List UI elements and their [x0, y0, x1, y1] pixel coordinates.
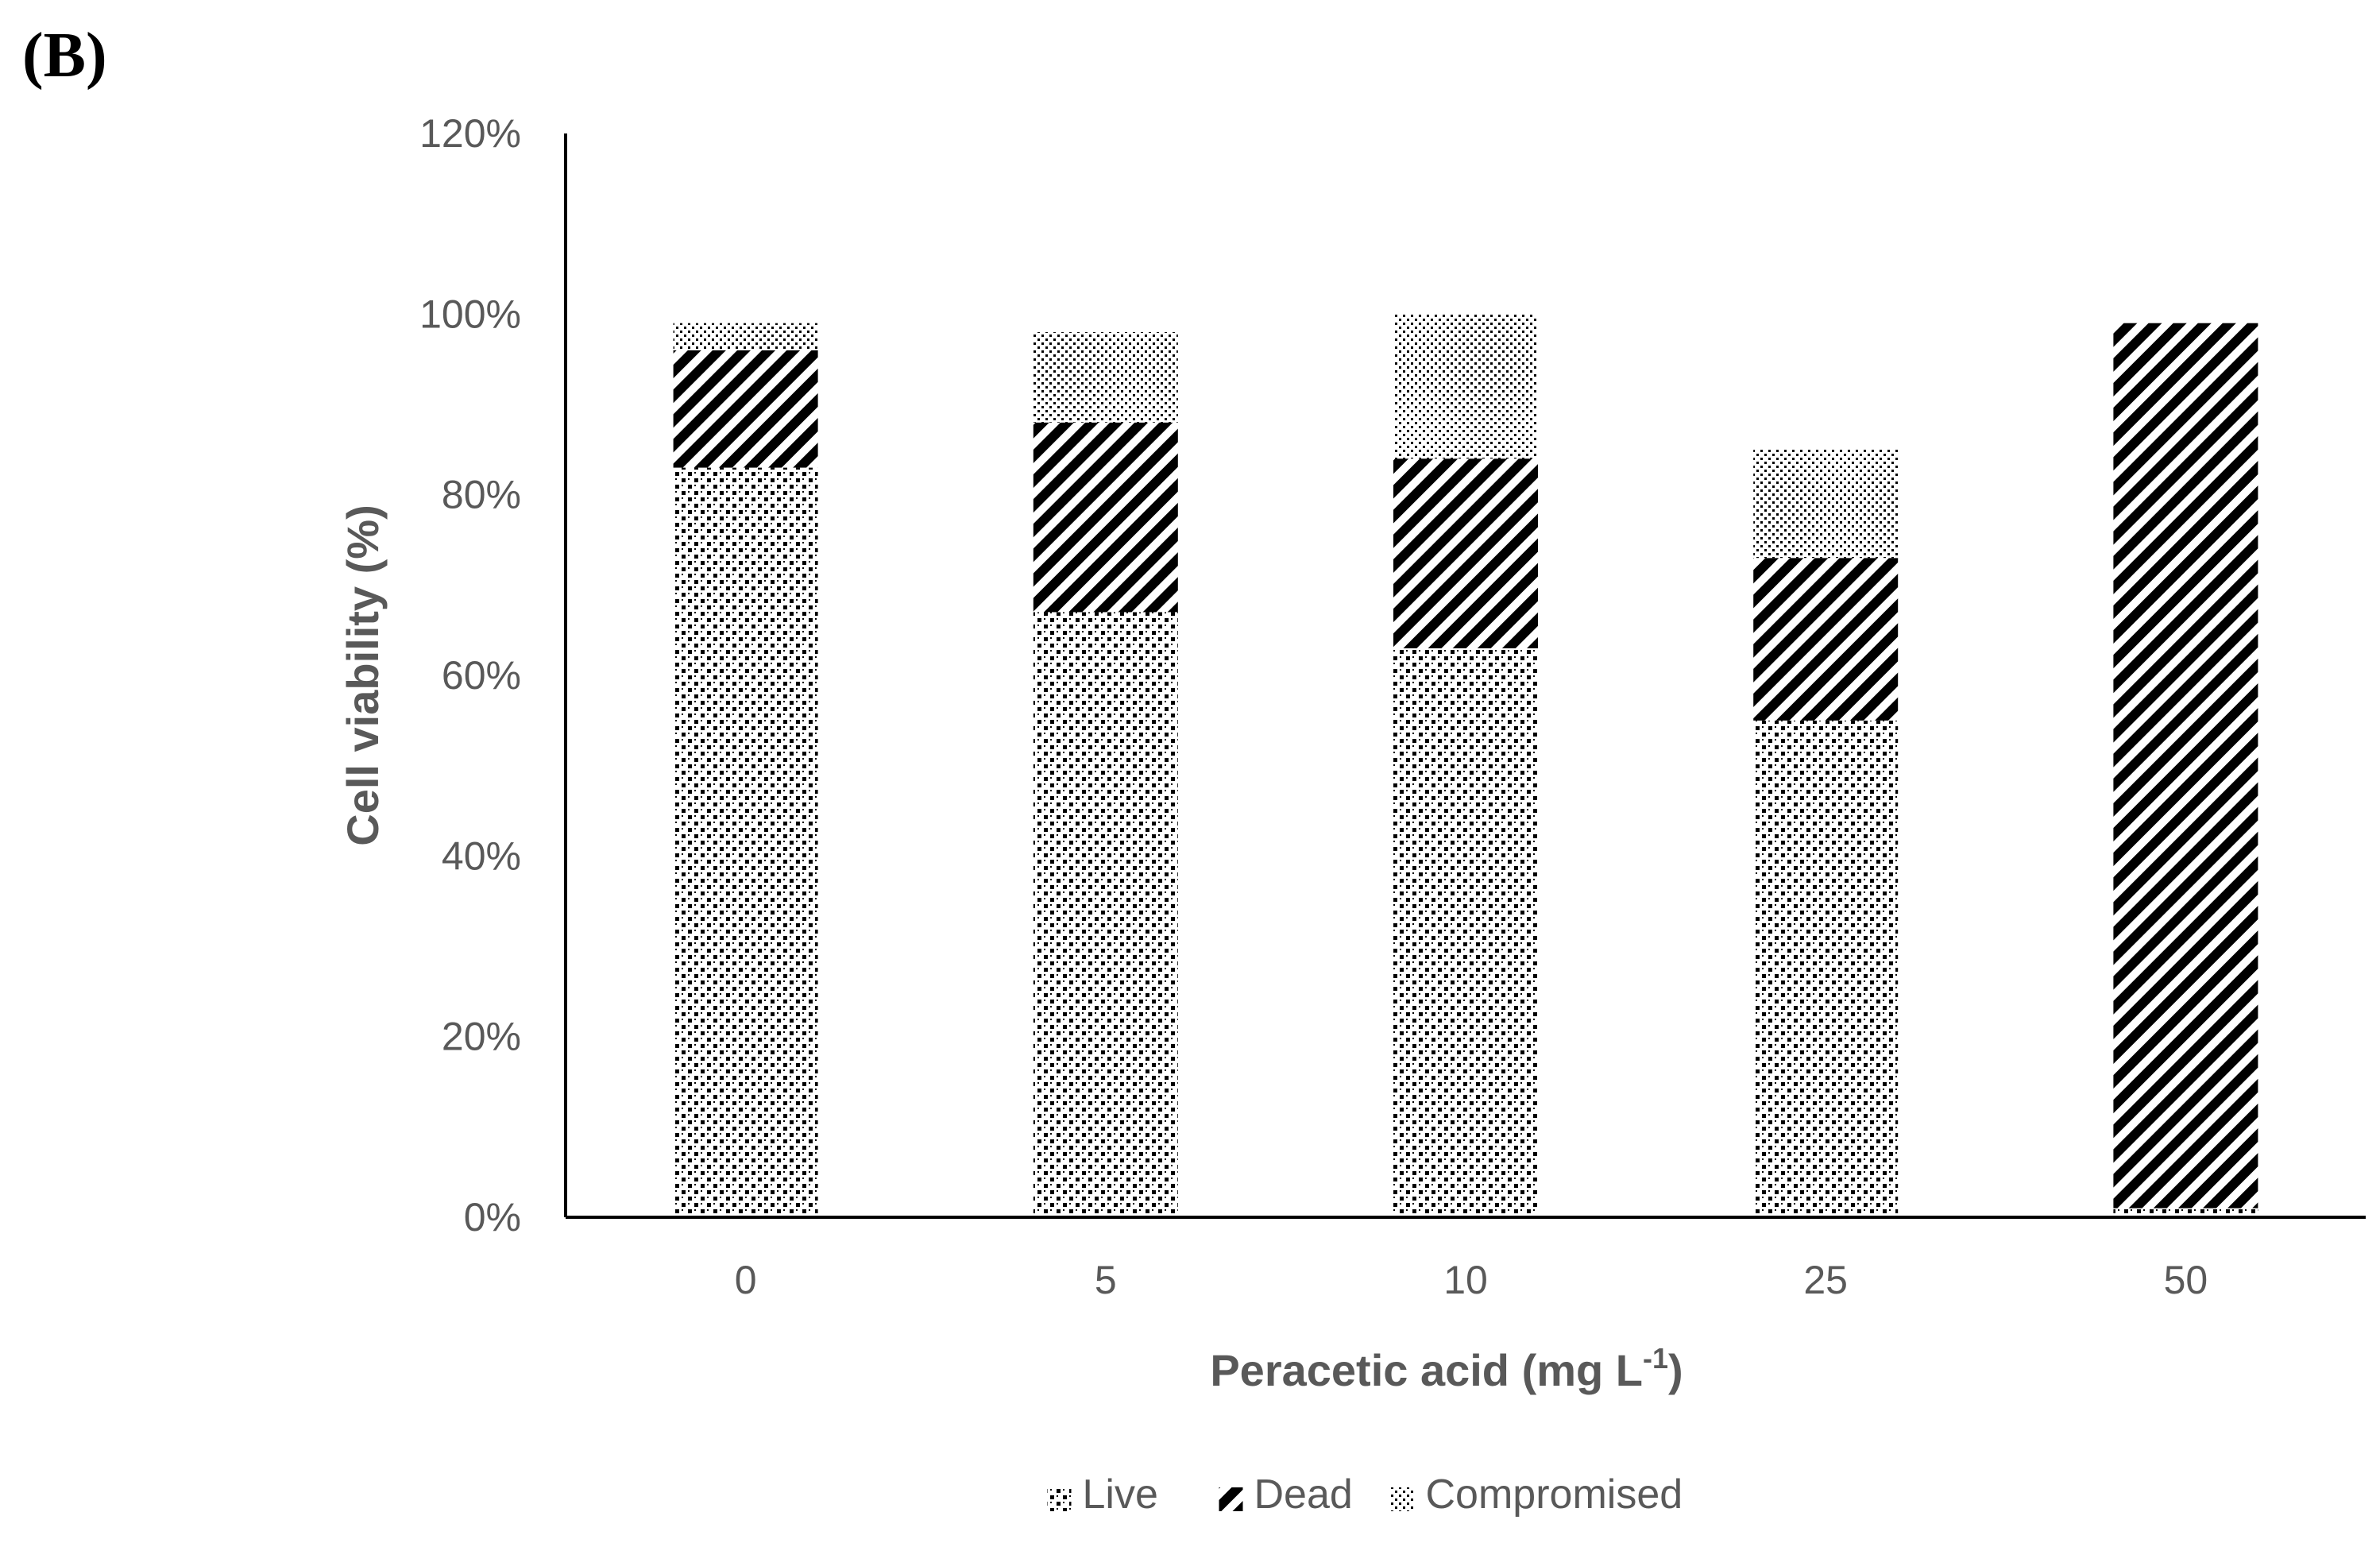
legend-swatch-dead: [1219, 1487, 1243, 1511]
bar-segment-live: [2113, 1208, 2258, 1217]
bar-segment-compromised: [1753, 449, 1899, 559]
bars: [673, 314, 2258, 1217]
y-axis-ticks: 0% 20% 40% 60% 80% 100% 120%: [419, 111, 521, 1239]
bar-segment-live: [673, 467, 818, 1217]
bar-segment-compromised: [1393, 314, 1538, 459]
x-axis-title-close: ): [1668, 1345, 1683, 1395]
x-axis-title-main: Peracetic acid (mg L: [1210, 1345, 1643, 1395]
legend-swatch-compromised: [1390, 1487, 1415, 1511]
y-tick-label: 100%: [419, 292, 521, 336]
y-tick-label: 20%: [442, 1015, 521, 1059]
y-tick-label: 0%: [464, 1195, 521, 1239]
x-axis-ticks: 0 5 10 25 50: [735, 1258, 2208, 1302]
bar-segment-dead: [1393, 458, 1538, 648]
bar-segment-live: [1753, 720, 1899, 1217]
panel-label: (B): [22, 21, 107, 91]
bar-segment-dead: [673, 350, 818, 468]
bar-segment-compromised: [1033, 332, 1178, 423]
bar-segment-live: [1033, 612, 1178, 1217]
legend-swatch-live: [1047, 1487, 1072, 1511]
legend: Live Dead Compromised: [1047, 1471, 1683, 1518]
x-axis-title-sup: -1: [1643, 1342, 1668, 1375]
legend-label-live: Live: [1083, 1471, 1158, 1518]
x-tick-label: 25: [1803, 1258, 1848, 1302]
y-tick-label: 80%: [442, 473, 521, 517]
x-tick-label: 50: [2164, 1258, 2208, 1302]
bar-segment-dead: [1753, 558, 1899, 721]
x-tick-label: 5: [1095, 1258, 1117, 1302]
x-axis-title: Peracetic acid (mg L-1): [1210, 1342, 1683, 1395]
bar-segment-dead: [2113, 323, 2258, 1208]
y-tick-label: 40%: [442, 833, 521, 878]
y-tick-label: 60%: [442, 653, 521, 698]
bar-segment-compromised: [673, 323, 818, 350]
x-tick-label: 10: [1443, 1258, 1488, 1302]
bar-segment-dead: [1033, 422, 1178, 613]
y-axis-title: Cell viability (%): [338, 505, 388, 845]
y-tick-label: 120%: [419, 111, 521, 156]
legend-label-compromised: Compromised: [1426, 1471, 1683, 1518]
x-tick-label: 0: [735, 1258, 757, 1302]
bar-segment-live: [1393, 648, 1538, 1217]
legend-label-dead: Dead: [1254, 1471, 1353, 1518]
